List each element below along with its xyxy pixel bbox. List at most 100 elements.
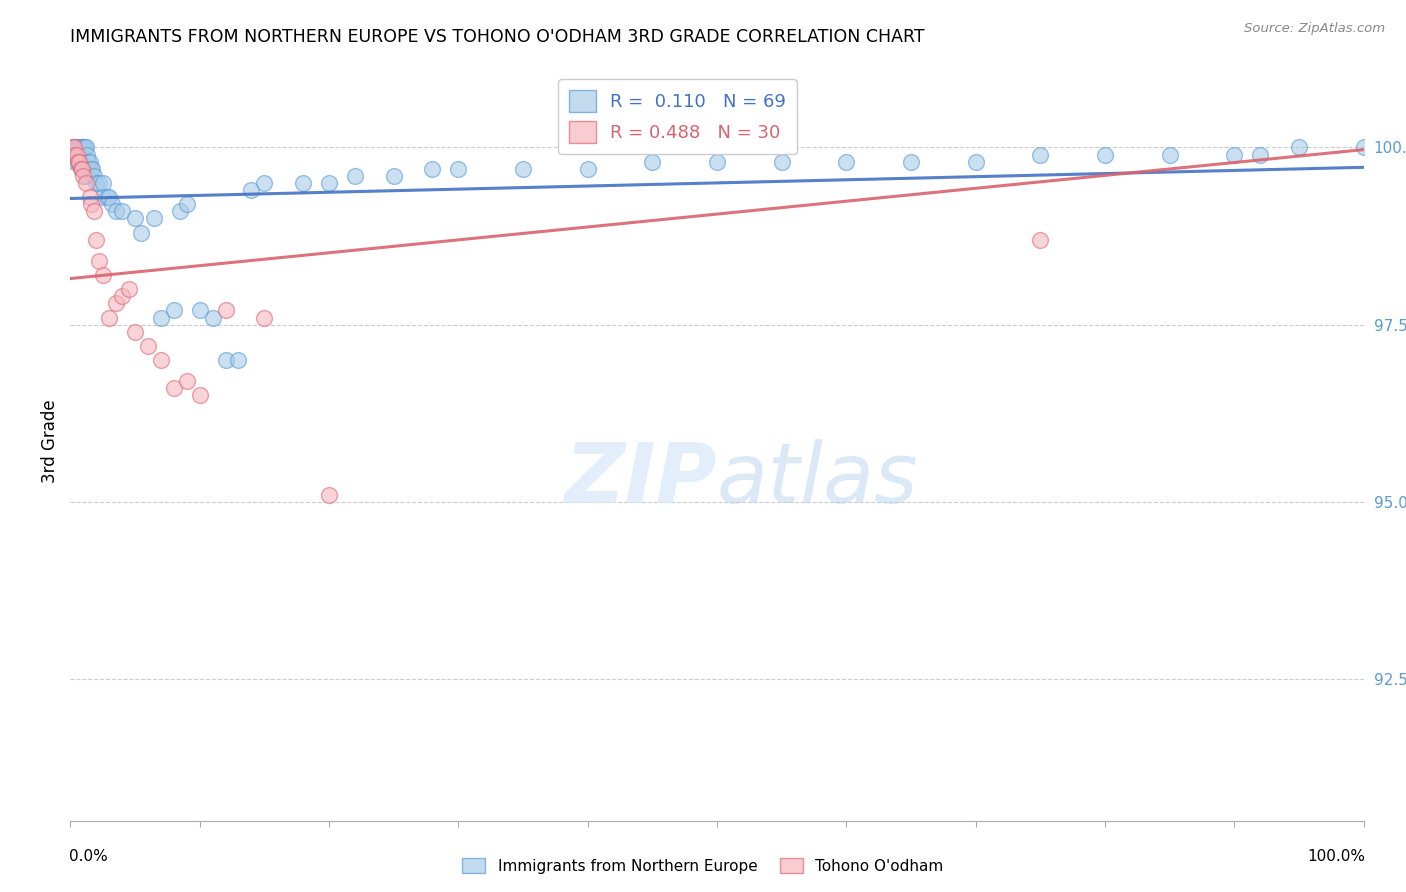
Y-axis label: 3rd Grade: 3rd Grade xyxy=(41,400,59,483)
Point xyxy=(253,310,276,325)
Point xyxy=(67,140,90,154)
Point xyxy=(228,353,250,368)
Point xyxy=(75,140,97,154)
Point xyxy=(73,140,96,154)
Point xyxy=(706,154,728,169)
Point xyxy=(111,289,134,303)
Point xyxy=(82,161,104,176)
Point xyxy=(84,176,107,190)
Point xyxy=(96,190,118,204)
Point xyxy=(83,169,105,183)
Point xyxy=(188,388,211,402)
Point xyxy=(75,176,97,190)
Text: IMMIGRANTS FROM NORTHERN EUROPE VS TOHONO O'ODHAM 3RD GRADE CORRELATION CHART: IMMIGRANTS FROM NORTHERN EUROPE VS TOHON… xyxy=(70,28,925,45)
Point xyxy=(65,140,87,154)
Point xyxy=(83,204,105,219)
Point xyxy=(80,197,103,211)
Text: 0.0%: 0.0% xyxy=(69,849,108,864)
Point xyxy=(1159,147,1181,161)
Text: Source: ZipAtlas.com: Source: ZipAtlas.com xyxy=(1244,22,1385,36)
Point xyxy=(1353,140,1375,154)
Point xyxy=(87,176,110,190)
Point xyxy=(576,161,599,176)
Point xyxy=(292,176,315,190)
Point xyxy=(67,140,90,154)
Point xyxy=(66,147,89,161)
Point xyxy=(77,154,100,169)
Point xyxy=(1249,147,1271,161)
Point xyxy=(124,211,146,226)
Point xyxy=(641,154,664,169)
Point xyxy=(176,197,198,211)
Point xyxy=(91,190,114,204)
Point xyxy=(104,204,127,219)
Point xyxy=(512,161,534,176)
Point xyxy=(169,204,191,219)
Text: 100.0%: 100.0% xyxy=(1308,849,1365,864)
Point xyxy=(65,154,87,169)
Point xyxy=(422,161,444,176)
Point xyxy=(835,154,858,169)
Point xyxy=(63,140,86,154)
Point xyxy=(214,303,236,318)
Point xyxy=(1029,147,1052,161)
Point xyxy=(62,140,84,154)
Point xyxy=(87,253,110,268)
Point xyxy=(66,140,89,154)
Point xyxy=(343,169,366,183)
Point xyxy=(382,169,405,183)
Point xyxy=(73,161,96,176)
Point xyxy=(104,296,127,310)
Text: ZIP: ZIP xyxy=(564,439,717,520)
Point xyxy=(176,374,198,388)
Point xyxy=(240,183,263,197)
Point xyxy=(163,381,186,395)
Point xyxy=(188,303,211,318)
Point xyxy=(69,140,91,154)
Point xyxy=(75,169,97,183)
Point xyxy=(318,176,340,190)
Point xyxy=(70,161,93,176)
Point xyxy=(100,197,122,211)
Point xyxy=(76,147,98,161)
Point xyxy=(318,488,340,502)
Point xyxy=(111,204,134,219)
Point xyxy=(900,154,922,169)
Point xyxy=(91,176,114,190)
Point xyxy=(136,339,159,353)
Point xyxy=(1288,140,1310,154)
Point xyxy=(1223,147,1246,161)
Point xyxy=(67,154,90,169)
Point xyxy=(131,226,153,240)
Point xyxy=(201,310,224,325)
Point xyxy=(447,161,470,176)
Point xyxy=(63,140,86,154)
Point xyxy=(72,140,94,154)
Point xyxy=(69,161,91,176)
Point xyxy=(84,233,107,247)
Point xyxy=(143,211,166,226)
Point xyxy=(67,154,90,169)
Point xyxy=(69,154,91,169)
Point xyxy=(770,154,793,169)
Point xyxy=(124,325,146,339)
Legend: Immigrants from Northern Europe, Tohono O'odham: Immigrants from Northern Europe, Tohono … xyxy=(457,852,949,880)
Point xyxy=(70,140,93,154)
Point xyxy=(91,268,114,282)
Point xyxy=(163,303,186,318)
Point xyxy=(65,147,87,161)
Point xyxy=(98,190,121,204)
Point xyxy=(214,353,236,368)
Point xyxy=(67,154,90,169)
Text: atlas: atlas xyxy=(717,439,918,520)
Point xyxy=(98,310,121,325)
Point xyxy=(1094,147,1116,161)
Point xyxy=(70,161,93,176)
Point xyxy=(79,190,101,204)
Point xyxy=(72,161,94,176)
Point xyxy=(72,169,94,183)
Point xyxy=(62,140,84,154)
Point xyxy=(66,147,89,161)
Point xyxy=(80,161,103,176)
Point xyxy=(149,310,172,325)
